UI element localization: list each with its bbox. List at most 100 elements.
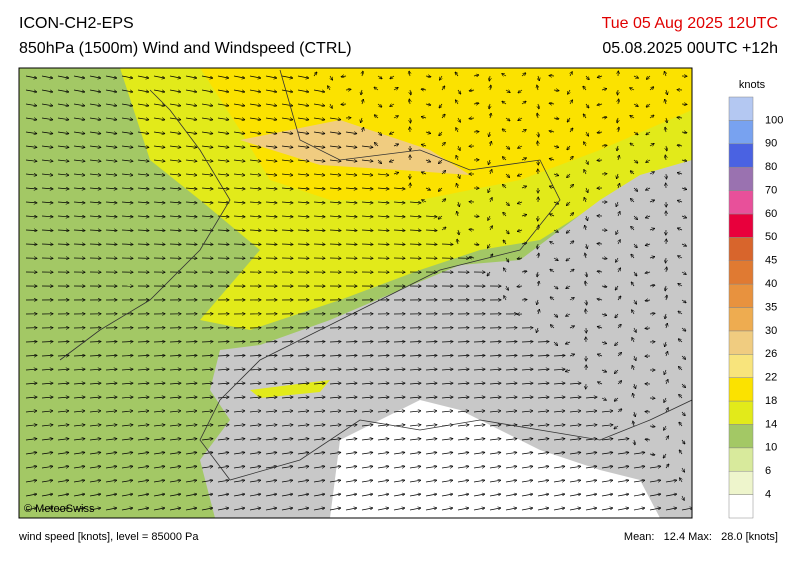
wind-arrow xyxy=(565,342,571,344)
wind-arrow xyxy=(537,452,549,454)
wind-arrow xyxy=(585,253,586,259)
wind-arrow xyxy=(265,244,277,245)
wind-arrow xyxy=(137,383,149,384)
wind-arrow xyxy=(297,480,309,482)
wind-arrow xyxy=(441,142,445,147)
wind-arrow xyxy=(666,295,667,301)
wind-arrow xyxy=(153,480,165,482)
wind-arrow xyxy=(393,144,399,146)
wind-arrow xyxy=(249,439,261,440)
wind-arrow xyxy=(469,257,475,258)
wind-arrow xyxy=(601,342,607,344)
wind-arrow xyxy=(121,411,133,412)
wind-arrow xyxy=(281,439,293,440)
wind-arrow xyxy=(473,480,485,482)
wind-arrow xyxy=(121,425,133,426)
wind-arrow xyxy=(329,146,341,147)
wind-arrow xyxy=(489,411,501,412)
wind-arrow xyxy=(153,411,165,412)
wind-arrow xyxy=(297,355,309,356)
wind-arrow xyxy=(329,466,341,468)
wind-arrow xyxy=(281,174,293,175)
wind-arrow xyxy=(521,397,533,398)
wind-arrow xyxy=(265,75,277,78)
wind-arrow xyxy=(201,397,213,398)
wind-arrow xyxy=(249,425,261,426)
wind-arrow xyxy=(41,146,53,147)
wind-arrow xyxy=(679,422,683,427)
wind-arrow xyxy=(425,216,437,217)
wind-arrow xyxy=(666,351,668,357)
wind-arrow xyxy=(233,369,245,370)
wind-arrow xyxy=(89,494,101,497)
wind-arrow xyxy=(597,271,603,272)
wind-arrow xyxy=(185,174,197,175)
wind-arrow xyxy=(633,393,635,399)
wind-arrow xyxy=(313,216,325,217)
wind-arrow xyxy=(550,242,555,245)
wind-arrow xyxy=(645,216,651,218)
wind-arrow xyxy=(217,369,229,370)
wind-arrow xyxy=(281,216,293,217)
wind-arrow xyxy=(425,466,437,468)
wind-arrow xyxy=(457,211,458,217)
wind-arrow xyxy=(664,71,666,77)
wind-arrow xyxy=(601,370,607,372)
wind-arrow xyxy=(410,117,411,123)
wind-arrow xyxy=(121,383,133,384)
wind-arrow xyxy=(329,425,341,426)
wind-arrow xyxy=(57,202,69,203)
wind-arrow xyxy=(646,103,651,107)
colorbar-label: 10 xyxy=(765,442,777,454)
wind-arrow xyxy=(281,355,293,356)
wind-arrow xyxy=(169,160,181,161)
wind-arrow xyxy=(105,452,117,454)
wind-arrow xyxy=(217,118,229,120)
wind-arrow xyxy=(521,342,533,343)
wind-arrow xyxy=(153,355,165,356)
wind-arrow xyxy=(201,132,213,134)
wind-arrow xyxy=(137,466,149,468)
wind-arrow xyxy=(439,103,442,108)
wind-arrow xyxy=(249,369,261,370)
wind-arrow xyxy=(537,113,538,119)
wind-arrow xyxy=(586,215,588,221)
wind-arrow xyxy=(506,257,509,262)
wind-arrow xyxy=(569,397,581,398)
wind-arrow xyxy=(233,174,245,175)
wind-arrow xyxy=(456,183,458,189)
valid-time: Tue 05 Aug 2025 12UTC xyxy=(602,15,778,32)
wind-arrow xyxy=(41,411,53,412)
wind-arrow xyxy=(615,285,618,290)
wind-arrow xyxy=(169,480,181,482)
wind-arrow xyxy=(25,118,37,120)
wind-arrow xyxy=(566,286,571,289)
wind-arrow xyxy=(73,132,85,134)
wind-arrow xyxy=(536,327,538,333)
wind-arrow xyxy=(249,118,261,120)
wind-arrow xyxy=(201,202,213,203)
wind-arrow xyxy=(537,439,549,440)
wind-arrow xyxy=(137,342,149,343)
wind-arrow xyxy=(425,425,437,426)
wind-arrow xyxy=(329,118,341,120)
wind-arrow xyxy=(345,160,357,161)
wind-arrow xyxy=(521,73,526,77)
wind-arrow xyxy=(169,342,181,343)
wind-arrow xyxy=(601,258,607,259)
wind-arrow xyxy=(73,452,85,454)
color-box xyxy=(728,354,754,378)
wind-arrow xyxy=(249,146,261,147)
wind-arrow xyxy=(586,309,587,315)
wind-arrow xyxy=(633,243,637,248)
wind-arrow xyxy=(567,145,571,150)
wind-arrow xyxy=(121,202,133,203)
wind-arrow xyxy=(537,411,549,412)
wind-arrow xyxy=(633,104,638,107)
wind-arrow xyxy=(105,104,117,106)
wind-arrow xyxy=(217,230,229,231)
wind-arrow xyxy=(489,355,501,356)
wind-arrow xyxy=(665,285,666,291)
wind-arrow xyxy=(89,160,101,161)
wind-arrow xyxy=(630,199,635,203)
